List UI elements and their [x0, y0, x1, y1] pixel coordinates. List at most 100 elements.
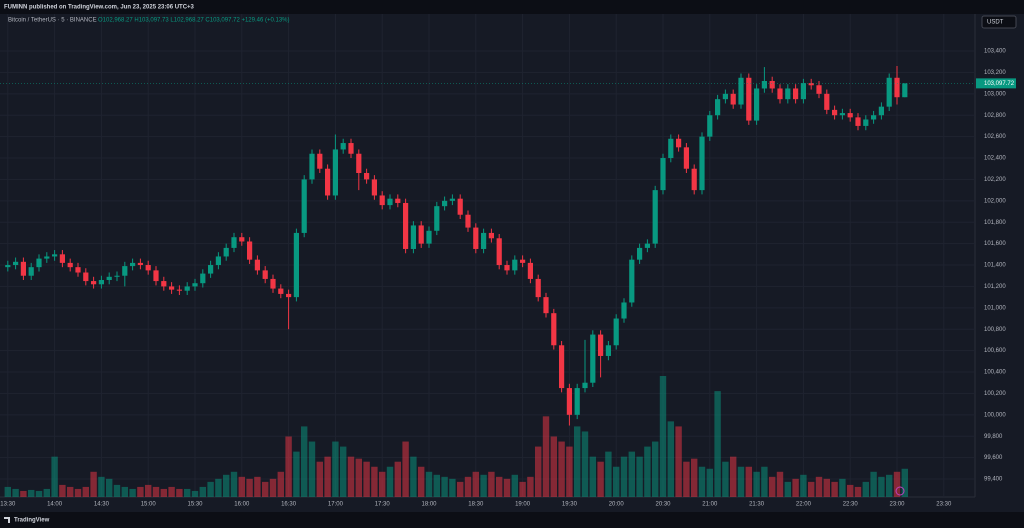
volume-bar — [340, 446, 347, 497]
volume-bar — [745, 466, 752, 497]
candle-body — [676, 138, 682, 148]
volume-bar — [449, 478, 456, 497]
candle-body — [527, 262, 533, 279]
volume-bar — [277, 471, 284, 497]
candle-body — [707, 115, 713, 137]
x-tick-label: 15:00 — [141, 502, 157, 508]
volume-bar — [238, 476, 245, 497]
candle-body — [715, 99, 721, 116]
volume-bar — [59, 484, 66, 497]
candle-body — [387, 198, 393, 206]
candle-body — [254, 259, 260, 271]
y-tick-label: 99,600 — [984, 455, 1003, 461]
event-icon[interactable] — [895, 486, 905, 496]
volume-bar — [503, 478, 511, 497]
x-tick-label: 17:30 — [375, 502, 391, 508]
x-tick-label: 16:00 — [234, 502, 250, 508]
volume-bar — [698, 466, 706, 497]
volume-bar — [402, 441, 409, 497]
y-tick-label: 101,400 — [984, 263, 1006, 269]
currency-box[interactable] — [981, 15, 1017, 29]
volume-bar — [667, 421, 674, 497]
volume-bar — [550, 436, 557, 497]
volume-bar — [207, 481, 214, 497]
volume-bar — [308, 441, 316, 497]
y-tick-label: 100,000 — [984, 412, 1006, 418]
y-tick-label: 100,800 — [984, 327, 1006, 333]
volume-bar — [4, 486, 11, 497]
candle-body — [208, 265, 214, 274]
volume-bar — [90, 471, 97, 497]
volume-bar — [628, 451, 635, 497]
volume-bar — [457, 481, 464, 497]
volume-bar — [886, 474, 893, 497]
candle-body — [153, 270, 159, 282]
volume-bar — [67, 486, 74, 497]
volume-bar — [152, 486, 160, 497]
volume-bar — [113, 484, 121, 497]
volume-bar — [519, 481, 526, 497]
volume-bar — [433, 474, 440, 497]
candle-body — [535, 278, 541, 298]
volume-bar — [815, 476, 823, 497]
candle-body — [855, 117, 861, 126]
candle-body — [20, 261, 26, 276]
y-tick-label: 99,800 — [984, 434, 1003, 440]
x-tick-label: 15:30 — [187, 502, 203, 508]
candle-body — [746, 77, 752, 121]
volume-bar — [862, 481, 869, 497]
candle-body — [348, 143, 354, 154]
y-tick-label: 101,000 — [984, 305, 1006, 311]
ohlc: O102,968.27 H103,097.73 L102,968.27 C103… — [98, 18, 290, 24]
volume-bar — [558, 441, 565, 497]
volume-bar — [324, 456, 331, 497]
candle-body — [816, 85, 822, 94]
publisher: FUMINN published on TradingView.com, Jun… — [4, 5, 195, 11]
volume-bar — [20, 490, 27, 497]
candle-body — [145, 265, 151, 271]
candle-body — [902, 83, 908, 98]
volume-bar — [191, 490, 199, 497]
volume-bar — [800, 474, 807, 497]
symbol: Bitcoin / TetherUS · 5 · BINANCE — [8, 18, 97, 24]
volume-bar — [659, 376, 667, 497]
volume-layer — [4, 376, 908, 497]
volume-bar — [847, 484, 854, 497]
volume-bar — [769, 476, 776, 497]
volume-bar — [145, 484, 152, 497]
y-tick-label: 103,000 — [984, 91, 1006, 97]
candle-body — [98, 280, 104, 285]
candle-body — [371, 179, 377, 196]
x-tick-label: 23:30 — [936, 502, 952, 508]
candle-body — [730, 93, 736, 105]
volume-bar — [74, 488, 82, 497]
candle-body — [13, 261, 19, 266]
candle-body — [28, 267, 34, 276]
candle-body — [44, 256, 50, 259]
volume-bar — [620, 456, 628, 497]
candle-body — [434, 206, 440, 231]
x-tick-label: 16:30 — [281, 502, 297, 508]
candle-body — [769, 80, 775, 89]
volume-bar — [784, 481, 791, 497]
candle-body — [332, 149, 338, 196]
volume-bar — [441, 476, 448, 497]
candle-body — [629, 259, 635, 303]
candle-body — [403, 202, 409, 249]
volume-bar — [823, 478, 830, 497]
candle-body — [777, 88, 783, 100]
volume-bar — [535, 446, 542, 497]
volume-bar — [43, 488, 50, 497]
y-tick-label: 101,200 — [984, 284, 1006, 290]
volume-bar — [722, 461, 729, 497]
candle-body — [223, 247, 229, 257]
candle-body — [761, 80, 767, 89]
candle-body — [262, 270, 268, 279]
volume-bar — [98, 476, 105, 497]
candle-body — [309, 153, 315, 180]
candle-body — [356, 153, 362, 174]
volume-bar — [301, 426, 308, 497]
brand-logo — [4, 517, 10, 523]
candle-body — [699, 136, 705, 191]
